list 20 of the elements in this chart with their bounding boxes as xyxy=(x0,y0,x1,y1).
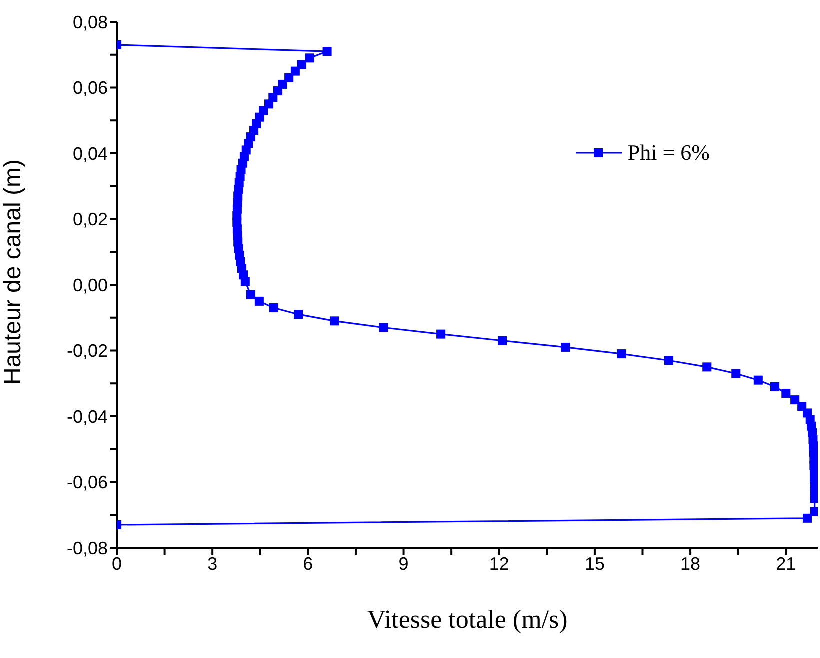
x-tick-label: 21 xyxy=(776,554,796,574)
y-tick-label: 0,06 xyxy=(72,78,108,98)
y-tick-label: 0,02 xyxy=(72,210,108,230)
legend-label: Phi = 6% xyxy=(628,140,710,166)
y-tick-label: -0,06 xyxy=(66,472,108,493)
y-tick-label: -0,02 xyxy=(66,341,108,362)
x-tick-label: 12 xyxy=(489,554,510,574)
x-tick-label: 6 xyxy=(303,554,314,574)
x-axis-title: Vitesse totale (m/s) xyxy=(367,605,568,634)
x-tick-label: 15 xyxy=(584,554,605,574)
y-tick-label: -0,04 xyxy=(66,406,108,427)
y-axis-title: Hauteur de canal (m) xyxy=(0,160,27,385)
x-tick-label: 9 xyxy=(398,554,409,574)
y-tick-label: 0,00 xyxy=(72,275,108,296)
y-tick-label: -0,08 xyxy=(66,538,108,558)
y-tick-label: 0,08 xyxy=(72,12,108,32)
x-tick-label: 3 xyxy=(208,554,218,574)
x-tick-label: 18 xyxy=(680,554,701,574)
x-tick-label: 0 xyxy=(112,554,122,574)
y-tick-label: 0,04 xyxy=(72,144,108,164)
